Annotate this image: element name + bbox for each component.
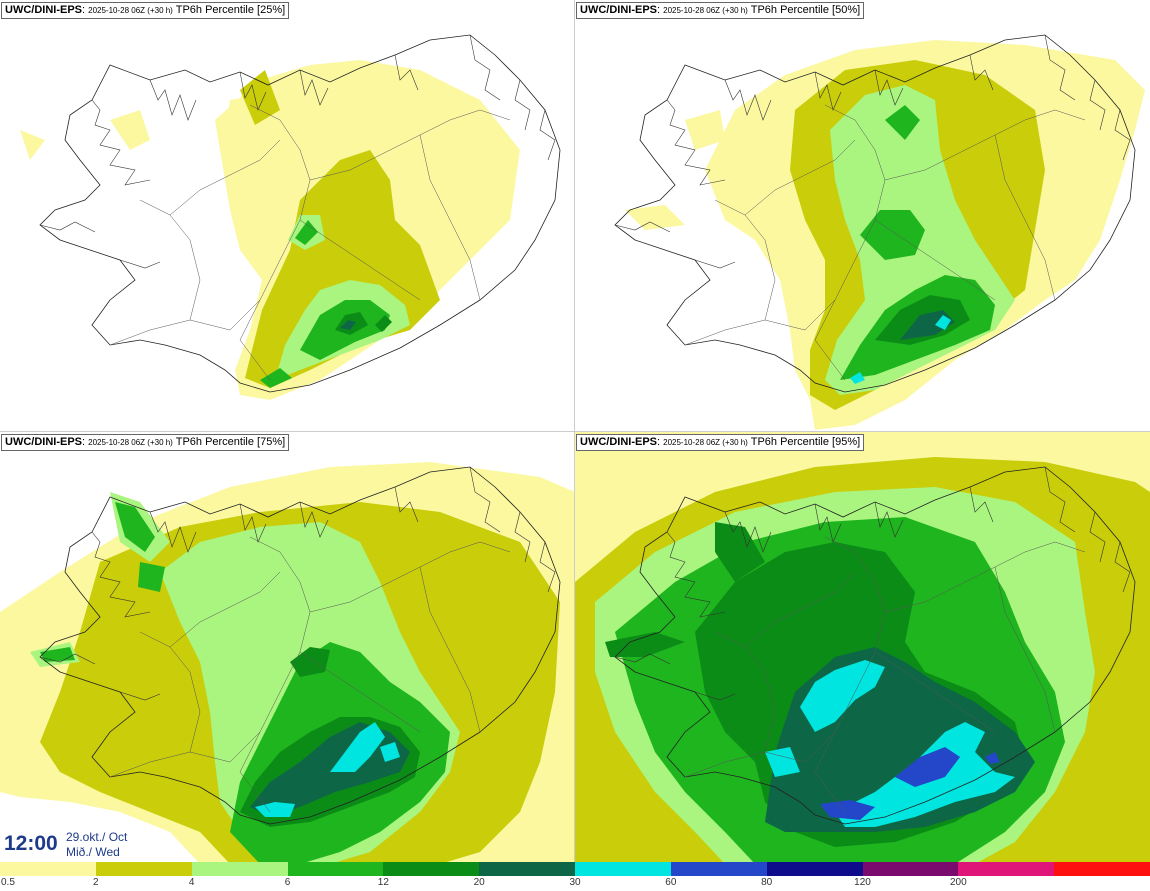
colorbar bbox=[0, 862, 1150, 876]
product-label: TP6h Percentile [75%] bbox=[175, 436, 286, 448]
colorbar-segment bbox=[0, 862, 97, 876]
precip-map-p75 bbox=[0, 462, 575, 864]
colorbar-tick-label: 80 bbox=[761, 877, 773, 888]
colorbar-tick-label: 200 bbox=[949, 877, 967, 888]
precip-map-p95 bbox=[575, 432, 1150, 864]
colorbar-segment bbox=[670, 862, 768, 876]
run-label: 2025-10-28 06Z (+30 h) bbox=[663, 6, 748, 15]
panel-header: UWC/DINI-EPS: 2025-10-28 06Z (+30 h) TP6… bbox=[576, 2, 865, 19]
valid-date: 29.okt./ Oct bbox=[66, 830, 128, 844]
colorbar-tick-label: 120 bbox=[854, 877, 871, 888]
colorbar-tick-label: 20 bbox=[473, 877, 485, 888]
colorbar-segment bbox=[766, 862, 863, 876]
product-label: TP6h Percentile [95%] bbox=[750, 436, 861, 448]
map-panel-p25: UWC/DINI-EPS: 2025-10-28 06Z (+30 h) TP6… bbox=[0, 0, 575, 432]
valid-weekday: Mið./ Wed bbox=[66, 845, 120, 859]
precip-map-p50 bbox=[614, 34, 1145, 430]
colorbar-segment bbox=[95, 862, 193, 876]
map-panel-p75: UWC/DINI-EPS: 2025-10-28 06Z (+30 h) TP6… bbox=[0, 432, 575, 864]
colorbar-segment bbox=[479, 862, 576, 876]
run-label: 2025-10-28 06Z (+30 h) bbox=[88, 438, 173, 447]
model-label: UWC/DINI-EPS bbox=[580, 436, 657, 448]
map-panel-p95: UWC/DINI-EPS: 2025-10-28 06Z (+30 h) TP6… bbox=[575, 432, 1150, 864]
panel-header: UWC/DINI-EPS: 2025-10-28 06Z (+30 h) TP6… bbox=[576, 434, 865, 451]
run-label: 2025-10-28 06Z (+30 h) bbox=[663, 438, 748, 447]
colorbar-segment bbox=[287, 862, 384, 876]
valid-time-box: 12:00 29.okt./ Oct Mið./ Wed bbox=[0, 826, 135, 862]
map-panel-p50: UWC/DINI-EPS: 2025-10-28 06Z (+30 h) TP6… bbox=[575, 0, 1150, 432]
product-label: TP6h Percentile [50%] bbox=[750, 4, 861, 16]
colorbar-tick-label: 30 bbox=[569, 877, 581, 888]
colorbar-tick-label: 4 bbox=[188, 877, 195, 888]
colorbar-tick-label: 0.5 bbox=[1, 877, 15, 888]
colorbar-segment bbox=[191, 862, 288, 876]
colorbar-tick-label: 6 bbox=[284, 877, 291, 888]
colorbar-tick-label: 12 bbox=[377, 877, 389, 888]
precip-map-p25 bbox=[20, 34, 561, 400]
colorbar-segment bbox=[575, 862, 672, 876]
product-label: TP6h Percentile [25%] bbox=[175, 4, 286, 16]
colorbar-ticks: 0.5 2 4 6 12 20 30 60 80 120 200 bbox=[0, 876, 1150, 891]
colorbar-segment bbox=[862, 862, 959, 876]
panel-header: UWC/DINI-EPS: 2025-10-28 06Z (+30 h) TP6… bbox=[1, 434, 290, 451]
colorbar-tick-label: 2 bbox=[93, 877, 99, 888]
colorbar-tick-label: 60 bbox=[665, 877, 677, 888]
run-label: 2025-10-28 06Z (+30 h) bbox=[88, 6, 173, 15]
valid-time: 12:00 bbox=[4, 832, 58, 855]
colorbar-segment bbox=[383, 862, 480, 876]
colorbar-segment bbox=[958, 862, 1055, 876]
panel-header: UWC/DINI-EPS: 2025-10-28 06Z (+30 h) TP6… bbox=[1, 2, 290, 19]
panel-divider-horizontal bbox=[0, 431, 1150, 432]
model-label: UWC/DINI-EPS bbox=[580, 4, 657, 16]
model-label: UWC/DINI-EPS bbox=[5, 4, 82, 16]
model-label: UWC/DINI-EPS bbox=[5, 436, 82, 448]
colorbar-segment bbox=[1054, 862, 1150, 876]
